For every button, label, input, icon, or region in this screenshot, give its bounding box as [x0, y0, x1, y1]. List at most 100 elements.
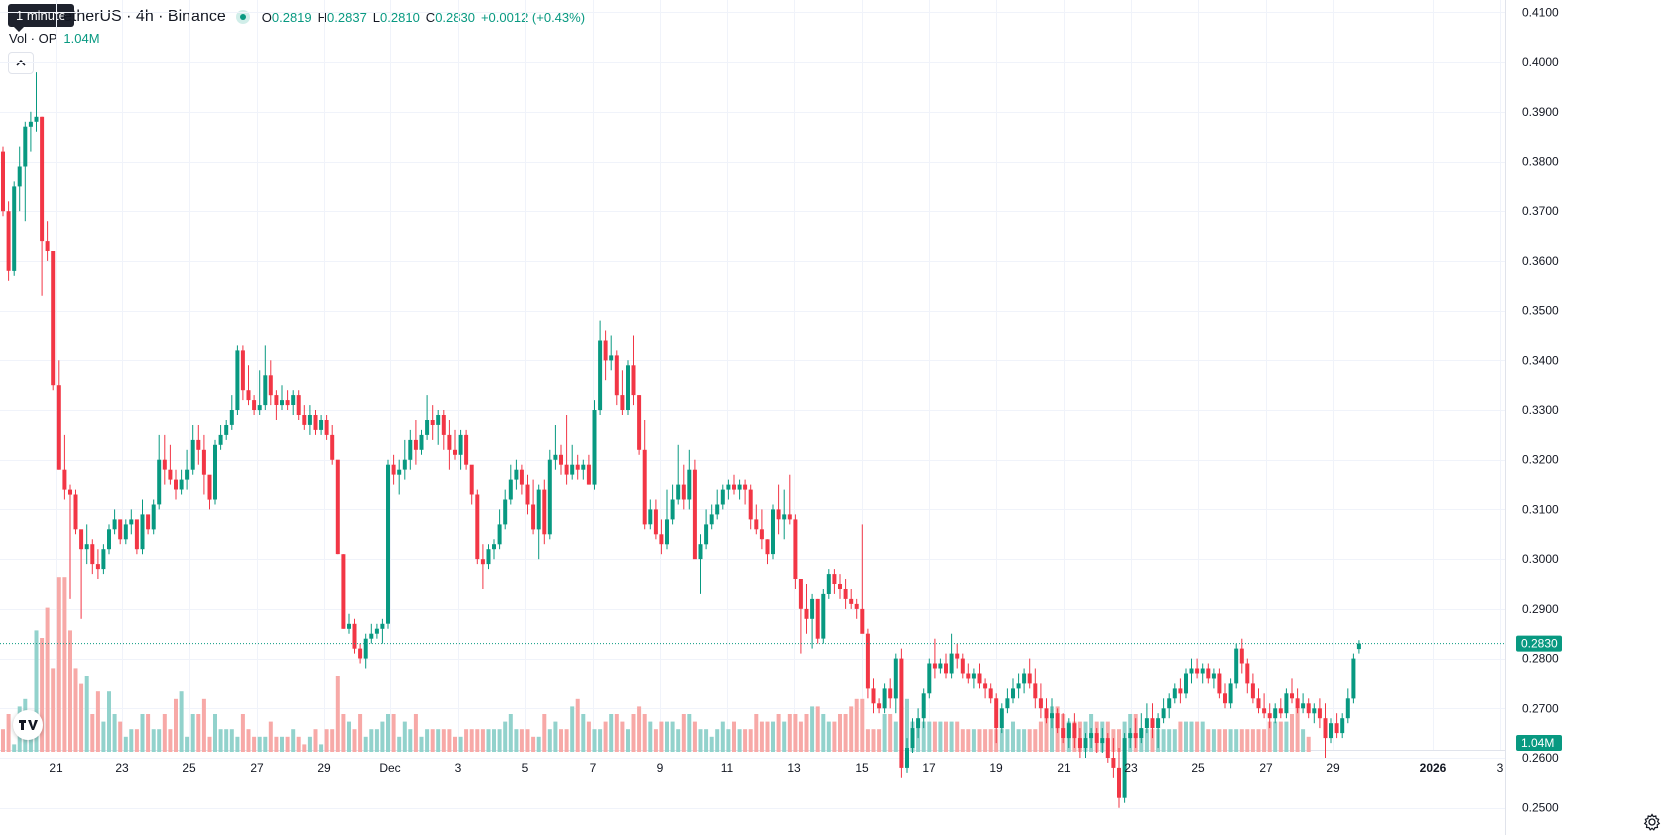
- candle-body: [1038, 698, 1043, 709]
- price-tick-label: 0.4100: [1522, 5, 1559, 19]
- volume-bar: [1189, 721, 1194, 752]
- candle-body: [151, 504, 156, 530]
- candle-body: [1345, 698, 1350, 719]
- volume-bar: [977, 729, 982, 752]
- candle-body: [1211, 673, 1216, 679]
- candle-body: [374, 628, 379, 634]
- candle-body: [1245, 663, 1250, 684]
- candle-body: [536, 489, 541, 530]
- volume-bar: [860, 698, 865, 752]
- time-tick-label: 27: [250, 761, 264, 775]
- volume-bar: [79, 683, 84, 752]
- candle-body: [34, 116, 39, 122]
- candle-body: [1100, 738, 1105, 744]
- candle-body: [140, 514, 145, 550]
- volume-bar: [1050, 706, 1054, 752]
- candle-body: [1055, 713, 1060, 729]
- volume-bar: [932, 721, 937, 752]
- volume-bar: [1044, 714, 1049, 752]
- volume-bar: [810, 706, 815, 752]
- candle-body: [843, 589, 848, 599]
- volume-bar: [352, 729, 357, 752]
- candle-body: [1284, 693, 1289, 714]
- candle-body: [207, 474, 212, 500]
- candle-body: [1066, 723, 1071, 739]
- candle-body: [285, 400, 290, 406]
- candle-body: [17, 166, 22, 187]
- candle-body: [12, 186, 17, 271]
- candle-body: [464, 434, 469, 465]
- candle-body: [185, 469, 190, 480]
- candle-body: [469, 464, 474, 495]
- candle-body: [977, 673, 982, 684]
- volume-bar: [1200, 721, 1205, 752]
- candle-body: [1239, 648, 1244, 664]
- candle-body: [665, 519, 669, 545]
- volume-bar: [425, 729, 430, 752]
- volume-bar: [1011, 721, 1015, 752]
- candle-body: [402, 459, 407, 470]
- volume-bar: [330, 729, 335, 752]
- price-tick-label: 0.3600: [1522, 254, 1559, 268]
- time-tick-label: 25: [1191, 761, 1205, 775]
- volume-bar: [1234, 729, 1239, 752]
- candle-body: [1189, 668, 1194, 674]
- volume-bar: [307, 736, 312, 752]
- market-status-icon: [235, 10, 250, 24]
- tradingview-logo-icon[interactable]: [13, 710, 43, 740]
- volume-bar: [514, 729, 519, 752]
- time-tick-label: 19: [989, 761, 1003, 775]
- candle-body: [1200, 668, 1205, 674]
- candle-body: [960, 658, 965, 674]
- price-tick-label: 0.2500: [1522, 801, 1559, 815]
- volume-bar: [692, 721, 697, 752]
- candle-body: [1262, 708, 1267, 714]
- volume-bar: [123, 736, 128, 752]
- volume-bar: [966, 729, 971, 752]
- volume-bar: [129, 729, 134, 752]
- candle-body: [687, 469, 692, 500]
- candle-body: [123, 524, 128, 540]
- candle-body: [1111, 758, 1116, 768]
- price-tick-label: 0.2700: [1522, 701, 1559, 715]
- volume-bar: [754, 714, 759, 752]
- settings-gear-icon[interactable]: [1642, 812, 1662, 832]
- candle-body: [1317, 708, 1322, 719]
- candle-body: [586, 464, 591, 485]
- candle-body: [1050, 713, 1054, 719]
- candle-body: [720, 489, 725, 505]
- volume-bar: [732, 721, 736, 752]
- candle-body: [436, 415, 441, 425]
- volume-bar: [1301, 729, 1306, 752]
- volume-bar: [1144, 729, 1149, 752]
- candle-body: [352, 623, 357, 649]
- volume-bar: [497, 729, 502, 752]
- candle-body: [118, 519, 123, 540]
- candle-body: [45, 241, 50, 251]
- volume-bar: [653, 729, 658, 752]
- candle-body: [1044, 708, 1049, 719]
- volume-legend[interactable]: Vol · OP 1.04M: [9, 31, 100, 46]
- candle-body: [514, 469, 519, 480]
- volume-bar: [547, 729, 552, 752]
- volume-bar: [581, 714, 586, 752]
- price-tick-label: 0.2600: [1522, 751, 1559, 765]
- candle-body: [564, 464, 569, 475]
- candle-body: [754, 519, 759, 530]
- candle-body: [134, 519, 139, 550]
- close-label: C: [425, 9, 436, 25]
- volume-bar: [1278, 721, 1283, 752]
- candle-body: [274, 395, 279, 405]
- volume-bar: [1, 729, 5, 752]
- candle-body: [1178, 688, 1183, 694]
- last-price-badge: [1516, 635, 1562, 652]
- time-tick-label: 23: [1124, 761, 1138, 775]
- volume-bar: [793, 714, 798, 752]
- volume-bar: [280, 736, 284, 752]
- candle-body: [888, 688, 893, 699]
- volume-bar: [575, 698, 580, 752]
- volume-bar: [519, 729, 524, 752]
- candle-body: [1077, 738, 1082, 748]
- volume-bar: [391, 714, 396, 752]
